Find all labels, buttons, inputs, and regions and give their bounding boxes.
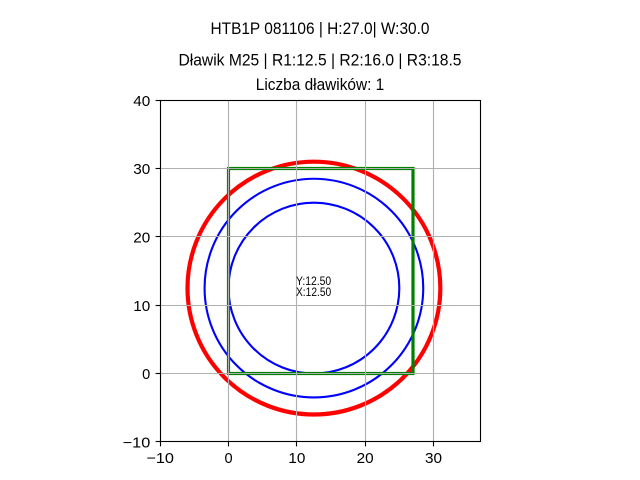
svg-text:Y:12.50: Y:12.50 [296,276,331,288]
svg-text:HTB1P 081106 | H:27.0| W:30.0: HTB1P 081106 | H:27.0| W:30.0 [211,19,430,38]
svg-text:30: 30 [133,162,150,178]
svg-text:20: 20 [357,451,374,467]
svg-text:40: 40 [133,94,150,110]
svg-text:0: 0 [142,367,150,383]
svg-text:10: 10 [288,451,305,467]
svg-text:Liczba dławików: 1: Liczba dławików: 1 [256,75,385,94]
svg-text:10: 10 [133,299,150,315]
svg-text:−10: −10 [123,436,151,452]
svg-text:30: 30 [425,451,442,467]
svg-text:X:12.50: X:12.50 [296,287,331,299]
svg-text:20: 20 [133,231,150,247]
svg-text:Dławik M25 | R1:12.5 | R2:16.0: Dławik M25 | R1:12.5 | R2:16.0 | R3:18.5 [179,51,462,70]
svg-text:−10: −10 [146,451,174,467]
svg-text:0: 0 [224,451,232,467]
